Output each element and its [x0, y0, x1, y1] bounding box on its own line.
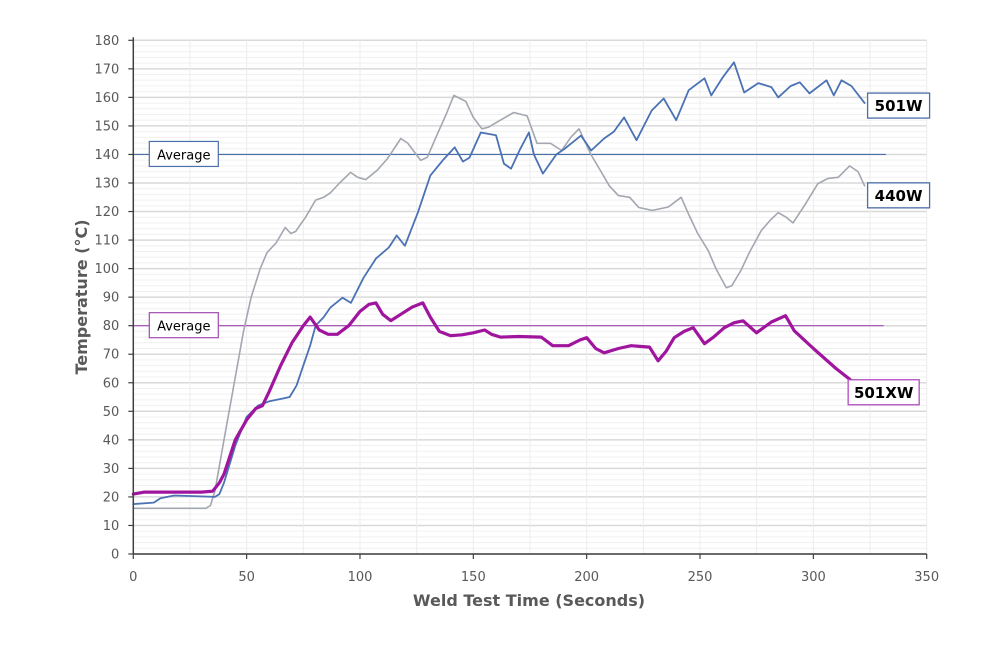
series-line-501W	[132, 61, 866, 505]
x-tick-label: 350	[914, 570, 939, 585]
y-tick-label: 100	[94, 262, 119, 277]
series-labels: Average Average 501W 440W 501XW	[148, 92, 931, 406]
y-tick-label: 70	[103, 348, 120, 363]
average-label-501XW: Average	[157, 320, 210, 335]
y-tick-label: 160	[94, 91, 119, 106]
y-tick-label: 90	[103, 291, 120, 306]
y-tick-label: 150	[94, 119, 119, 134]
y-tick-label: 170	[94, 62, 119, 77]
y-tick-label: 140	[94, 148, 119, 163]
average-label-box	[148, 312, 219, 339]
series-label-box-440W	[866, 182, 931, 209]
series-lines	[131, 61, 866, 510]
y-tick-label: 110	[94, 234, 119, 249]
y-tick-label: 0	[111, 548, 119, 563]
x-tick-label: 50	[238, 570, 255, 585]
average-label-501W: Average	[157, 148, 210, 163]
gridlines	[133, 39, 928, 555]
series-label-501W: 501W	[875, 97, 923, 115]
y-tick-label: 120	[94, 205, 119, 220]
x-axis-title: Weld Test Time (Seconds)	[413, 591, 645, 610]
y-tick-label: 80	[103, 319, 120, 334]
series-label-501XW: 501XW	[854, 384, 914, 402]
x-tick-label: 100	[348, 570, 373, 585]
y-tick-label: 30	[103, 462, 120, 477]
x-tick-label: 300	[801, 570, 826, 585]
x-tick-label: 0	[129, 570, 137, 585]
y-tick-label: 20	[103, 490, 120, 505]
x-tick-label: 200	[574, 570, 599, 585]
axes: 0 10 20 30 40 50 60 70 80 90 100 110 120 130 140 150 160…	[94, 34, 939, 585]
y-tick-label: 130	[94, 176, 119, 191]
x-tick-label: 150	[461, 570, 486, 585]
y-tick-label: 180	[94, 34, 119, 49]
series-label-box-501W	[866, 92, 931, 119]
series-line-440W	[132, 94, 866, 510]
series-line-501XW	[131, 301, 856, 496]
x-tick-label: 250	[688, 570, 713, 585]
y-tick-label: 50	[103, 405, 120, 420]
y-axis-title: Temperature (°C)	[72, 219, 91, 374]
y-tick-label: 60	[103, 376, 120, 391]
series-label-box-501XW	[847, 379, 920, 406]
average-lines	[133, 153, 886, 327]
series-label-440W: 440W	[875, 187, 923, 205]
average-label-box	[148, 140, 219, 168]
y-tick-label: 10	[103, 519, 120, 534]
y-tick-label: 40	[103, 433, 120, 448]
